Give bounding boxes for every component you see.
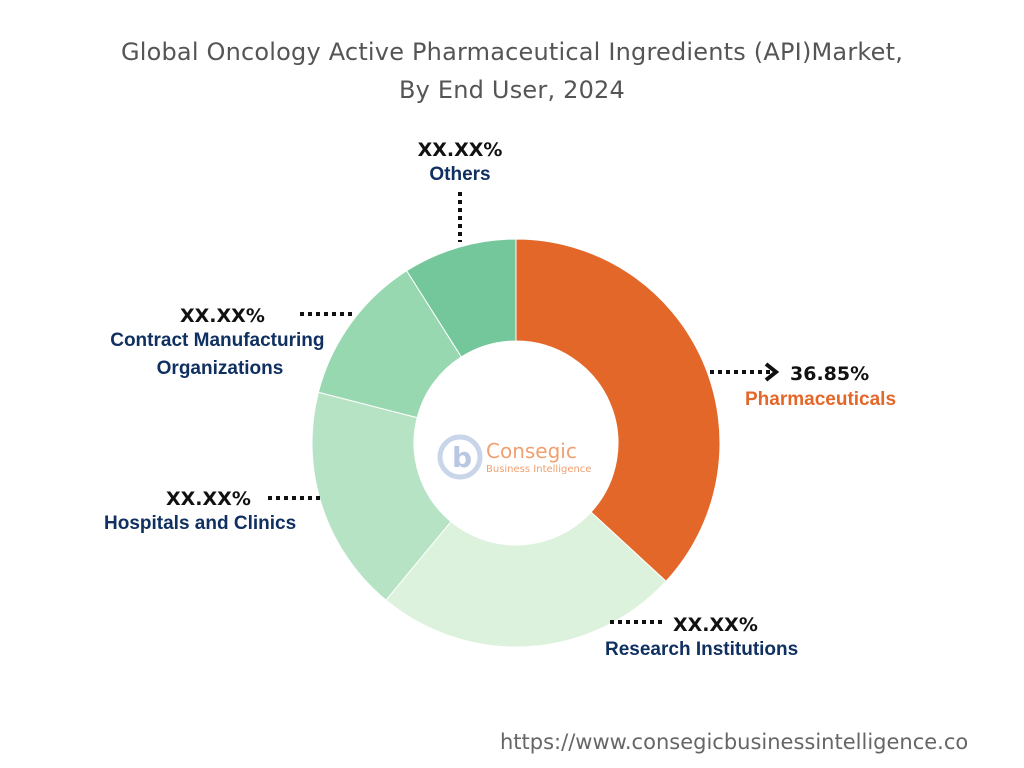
label-cat-others: Others: [429, 164, 490, 185]
donut-slice-research-institutions: [385, 511, 667, 648]
leader-lines: [268, 192, 770, 624]
label-cat-contract-manufacturing: Contract Manufacturing Organizations: [110, 330, 330, 379]
consegic-logo: b Consegic Business Intelligence: [437, 434, 591, 480]
label-pct-others: XX.XX%: [418, 139, 503, 161]
label-cat-hospitals-and-clinics: Hospitals and Clinics: [104, 513, 296, 534]
label-pct-contract-manufacturing: XX.XX%: [180, 305, 265, 327]
label-pct-research-institutions: XX.XX%: [673, 614, 758, 636]
donut-slice-others: [406, 238, 517, 358]
label-pct-pharmaceuticals: 36.85%: [790, 363, 869, 385]
donut-slice-pharmaceuticals: [515, 238, 721, 582]
donut-slices: [311, 238, 721, 648]
label-cat-contract-manufacturing-line-2: Organizations: [157, 358, 284, 379]
arrowhead-icon: [764, 362, 780, 382]
label-pct-hospitals-and-clinics: XX.XX%: [166, 488, 251, 510]
logo-tagline: Business Intelligence: [486, 464, 591, 475]
logo-name: Consegic: [486, 439, 577, 463]
chart-title-line-1: Global Oncology Active Pharmaceutical In…: [120, 38, 904, 66]
logo-b-icon: b: [452, 441, 472, 474]
logo-ring-icon: [437, 434, 483, 480]
label-cat-pharmaceuticals: Pharmaceuticals: [745, 389, 896, 410]
donut-slice-hospitals-and-clinics: [311, 391, 452, 601]
label-cat-contract-manufacturing-line-1: Contract Manufacturing: [110, 330, 324, 351]
label-cat-research-institutions: Research Institutions: [605, 639, 798, 660]
source-url: https://www.consegicbusinessintelligence…: [500, 730, 969, 754]
chart-title-line-2: By End User, 2024: [399, 76, 625, 104]
